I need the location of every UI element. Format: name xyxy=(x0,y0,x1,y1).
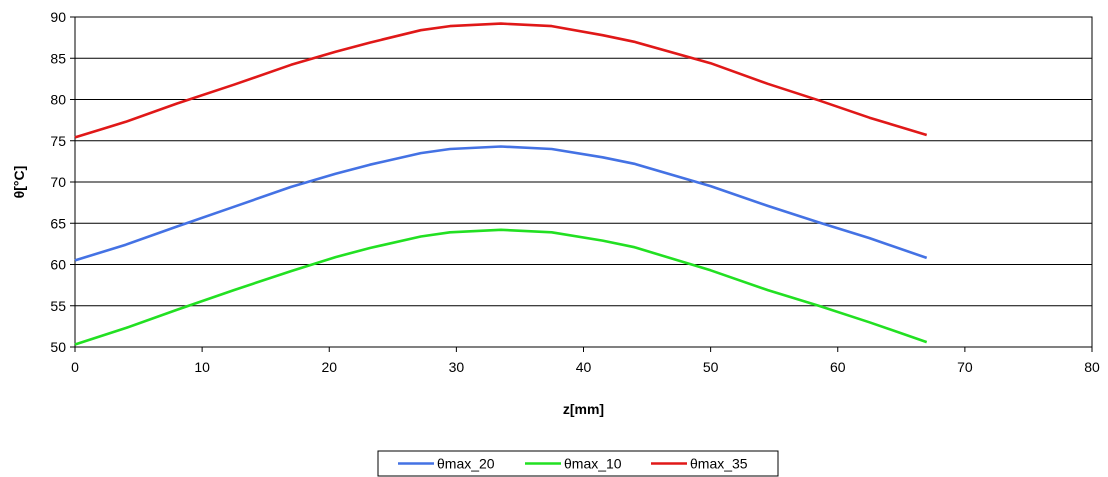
x-tick-label: 0 xyxy=(71,359,79,375)
x-tick-label: 50 xyxy=(703,359,719,375)
y-tick-label: 90 xyxy=(50,9,66,25)
x-tick-label: 80 xyxy=(1084,359,1100,375)
x-axis-title: z[mm] xyxy=(563,401,604,417)
x-tick-label: 40 xyxy=(576,359,592,375)
series-line-0 xyxy=(74,145,928,262)
series-line-1 xyxy=(74,228,928,346)
y-tick-label: 60 xyxy=(50,257,66,273)
y-tick-label: 65 xyxy=(50,215,66,231)
y-tick-label: 80 xyxy=(50,92,66,108)
series-line-2 xyxy=(74,22,928,139)
x-tick-label: 30 xyxy=(449,359,465,375)
legend-label-0: θmax_20 xyxy=(437,456,495,472)
x-tick-label: 70 xyxy=(957,359,973,375)
x-tick-label: 60 xyxy=(830,359,846,375)
grid-lines xyxy=(75,16,1092,348)
legend: θmax_20 θmax_10 θmax_35 xyxy=(377,450,779,477)
legend-box xyxy=(377,450,779,477)
x-tick-label: 10 xyxy=(194,359,210,375)
y-tick-label: 85 xyxy=(50,50,66,66)
legend-label-1: θmax_10 xyxy=(564,456,622,472)
y-tick-label: 70 xyxy=(50,174,66,190)
series-layer xyxy=(74,22,928,346)
x-tick-label: 20 xyxy=(321,359,337,375)
x-axis-ticks: 0 10 20 30 40 50 60 70 80 xyxy=(71,347,1100,375)
y-tick-label: 75 xyxy=(50,133,66,149)
y-axis-title: θ[°C] xyxy=(11,166,27,199)
y-tick-label: 50 xyxy=(50,339,66,355)
y-axis-ticks: 50 55 60 65 70 75 80 85 90 xyxy=(50,9,75,355)
y-tick-label: 55 xyxy=(50,298,66,314)
legend-label-2: θmax_35 xyxy=(690,456,748,472)
